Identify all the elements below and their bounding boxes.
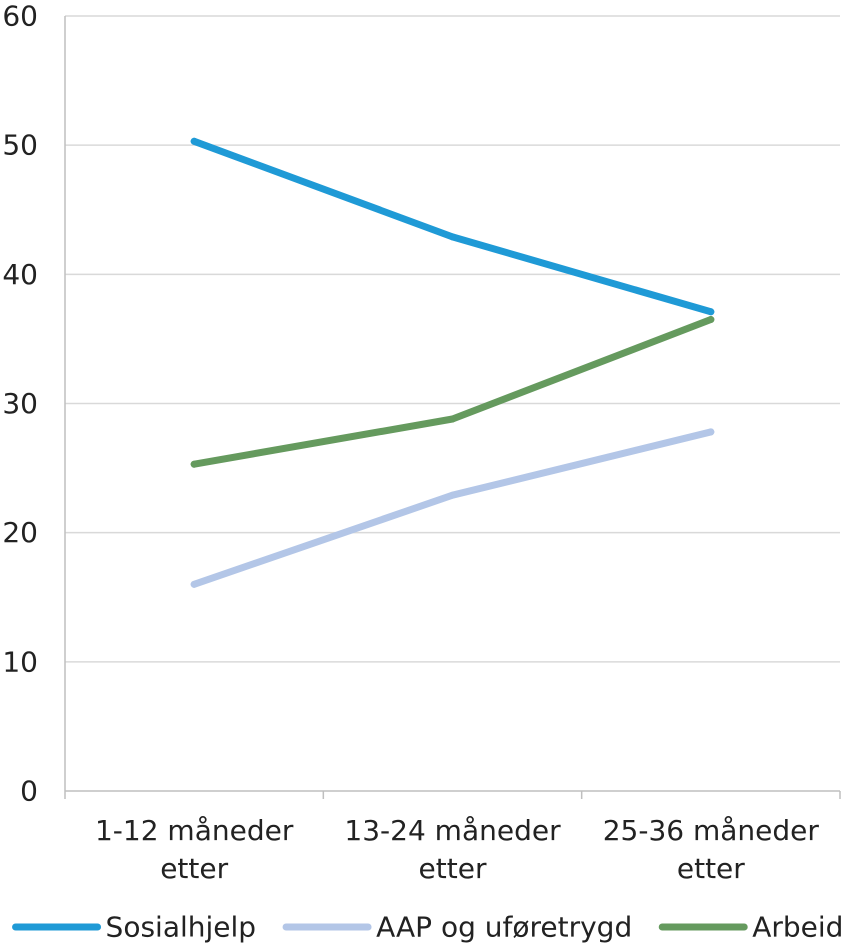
x-tick-label: 1-12 måneder etter <box>95 814 294 885</box>
legend-label: Sosialhjelp <box>106 911 257 944</box>
series-line-2 <box>190 316 715 468</box>
y-tick-label: 40 <box>2 258 38 291</box>
x-tick-label-line: 1-12 måneder <box>95 814 294 847</box>
series-line-1 <box>190 428 715 588</box>
axes <box>64 16 841 799</box>
y-tick-label: 0 <box>20 775 38 808</box>
x-tick-label-line: etter <box>677 852 745 885</box>
series-lines <box>190 137 715 588</box>
x-tick-label-line: 25-36 måneder <box>603 814 820 847</box>
y-tick-label: 20 <box>2 516 38 549</box>
gridlines <box>65 15 840 663</box>
data-point <box>190 580 198 588</box>
legend: Sosialhjelp AAP og uføretrygd Arbeid <box>12 911 843 944</box>
x-tick-label-line: 13-24 måneder <box>344 814 561 847</box>
legend-label: Arbeid <box>752 911 843 944</box>
y-tick-label: 30 <box>2 387 38 420</box>
data-point <box>190 137 198 145</box>
data-point <box>707 308 715 316</box>
x-tick-label: 13-24 måneder etter <box>344 814 561 885</box>
series-line-0 <box>190 137 715 316</box>
x-tick-label: 25-36 måneder etter <box>603 814 820 885</box>
data-point <box>190 460 198 468</box>
legend-item: Sosialhjelp <box>12 911 257 944</box>
x-tick-label-line: etter <box>419 852 487 885</box>
y-tick-label: 50 <box>2 129 38 162</box>
legend-item: AAP og uføretrygd <box>282 911 632 944</box>
data-point <box>449 491 456 499</box>
legend-label: AAP og uføretrygd <box>376 911 632 944</box>
data-point <box>707 428 715 436</box>
y-tick-label: 10 <box>2 645 38 678</box>
legend-item: Arbeid <box>658 911 843 944</box>
data-point <box>707 316 715 324</box>
y-tick-label: 60 <box>2 0 38 33</box>
data-point <box>449 233 456 241</box>
x-tick-label-line: etter <box>160 852 228 885</box>
data-point <box>449 415 456 423</box>
y-tick-labels: 0 10 20 30 40 50 60 <box>2 0 38 808</box>
